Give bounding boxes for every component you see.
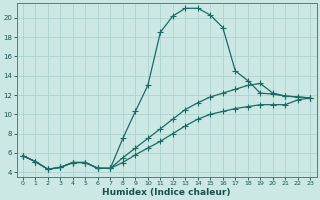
X-axis label: Humidex (Indice chaleur): Humidex (Indice chaleur): [102, 188, 231, 197]
